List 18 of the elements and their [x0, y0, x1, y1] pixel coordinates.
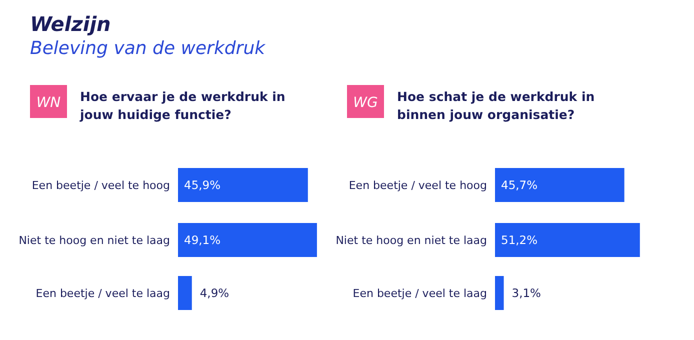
y-tick-label: Een beetje / veel te laag	[352, 287, 487, 300]
text: Beleving van de werkdruk	[30, 38, 267, 59]
y-tick-label: Niet te hoog en niet te laag	[18, 234, 170, 247]
y-tick-label: Een beetje / veel te laag	[36, 287, 170, 300]
chart-title: Hoe schat je de werkdruk in binnen jouw organisatie?	[397, 89, 595, 122]
y-tick-label: Een beetje / veel te hoog	[32, 179, 170, 192]
text: WG	[353, 95, 378, 111]
chart-title: Hoe ervaar je de werkdruk in jouw huidige functie?	[79, 89, 286, 122]
y-tick-label: Een beetje / veel te hoog	[348, 179, 487, 192]
text: WN	[36, 95, 62, 111]
data-label: 51,2%	[501, 233, 538, 247]
data-label: 3,1%	[512, 286, 542, 300]
data-label: 4,9%	[200, 286, 230, 300]
y-tick-label: Niet te hoog en niet te laag	[336, 234, 487, 247]
data-label: 45,7%	[501, 178, 538, 192]
text: Welzijn	[30, 12, 111, 36]
data-label: 45,9%	[184, 178, 221, 192]
data-label: 49,1%	[184, 233, 221, 247]
